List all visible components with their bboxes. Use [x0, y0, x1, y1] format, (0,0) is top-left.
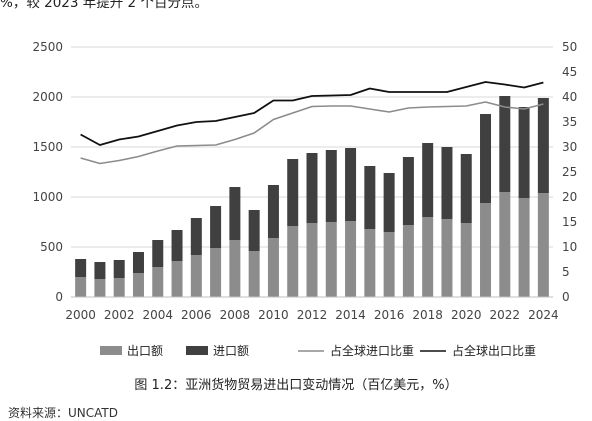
bar-import	[94, 262, 106, 279]
bar-import	[210, 206, 222, 248]
left-axis: 0 500 1000 1500 2000 2500	[32, 40, 63, 304]
bar-export	[190, 255, 202, 297]
y-right-tick-label: 25	[562, 165, 577, 179]
bar-import	[229, 187, 241, 240]
y-right-tick-label: 5	[562, 265, 570, 279]
x-tick-label: 2006	[181, 308, 212, 322]
bar-import	[441, 147, 453, 219]
bar-import	[499, 96, 511, 192]
bar-export	[383, 232, 395, 297]
bar-import	[132, 252, 144, 273]
x-tick-label: 2014	[335, 308, 366, 322]
x-tick-label: 2020	[451, 308, 482, 322]
x-tick-label: 2016	[374, 308, 405, 322]
bar-import	[460, 154, 472, 223]
bar-export	[518, 198, 530, 297]
bar-import	[345, 148, 357, 221]
y-right-tick-label: 15	[562, 215, 577, 229]
x-tick-label: 2000	[65, 308, 96, 322]
bar-export	[364, 229, 376, 297]
x-tick-label: 2004	[142, 308, 173, 322]
source-note: 资料来源：UNCATD	[8, 406, 118, 420]
intro-text: %，较 2023 年提升 2 个百分点。	[0, 0, 208, 11]
bar-import	[287, 159, 299, 226]
bar-export	[480, 203, 492, 297]
x-tick-label: 2010	[258, 308, 289, 322]
legend-import-label: 进口额	[213, 344, 249, 358]
y-right-tick-label: 50	[562, 40, 577, 54]
x-tick-label: 2022	[490, 308, 521, 322]
bar-import	[190, 218, 202, 255]
y-left-tick-label: 1000	[32, 190, 63, 204]
lines	[80, 81, 544, 165]
legend-export-share-label: 占全球出口比重	[452, 343, 536, 358]
bar-export	[460, 223, 472, 297]
bar-export	[229, 240, 241, 297]
bar-import	[267, 185, 279, 238]
y-right-tick-label: 30	[562, 140, 577, 154]
bar-import	[518, 107, 530, 198]
right-axis: 0 5 10 15 20 25 30 35 40 45 50	[562, 40, 577, 304]
x-tick-label: 2012	[297, 308, 328, 322]
legend: 出口额 进口额 占全球进口比重 占全球出口比重	[100, 343, 536, 358]
y-left-tick-label: 0	[55, 290, 63, 304]
line-export-share	[80, 81, 544, 146]
bar-export	[267, 238, 279, 297]
bar-export	[171, 261, 183, 297]
y-right-tick-label: 20	[562, 190, 577, 204]
bar-import	[537, 98, 549, 193]
y-right-tick-label: 35	[562, 115, 577, 129]
bar-export	[94, 279, 106, 297]
x-tick-label: 2018	[412, 308, 443, 322]
bar-export	[248, 251, 260, 297]
line-import-share	[80, 101, 544, 165]
x-tick-label: 2002	[104, 308, 135, 322]
y-left-tick-label: 2500	[32, 40, 63, 54]
x-tick-label: 2008	[220, 308, 251, 322]
bar-export	[287, 226, 299, 297]
bar-import	[422, 143, 434, 217]
bar-import	[383, 173, 395, 232]
bar-import	[75, 259, 87, 277]
y-right-tick-label: 0	[562, 290, 570, 304]
bar-export	[113, 278, 125, 297]
x-tick-label: 2024	[528, 308, 559, 322]
y-right-tick-label: 10	[562, 240, 577, 254]
bar-export	[422, 217, 434, 297]
bar-export	[152, 267, 164, 297]
bar-import	[306, 153, 318, 223]
bars	[75, 96, 549, 297]
bar-import	[248, 210, 260, 251]
legend-import-swatch	[186, 346, 208, 355]
bar-export	[402, 225, 414, 297]
bar-export	[210, 248, 222, 297]
bar-export	[441, 219, 453, 297]
bar-export	[306, 223, 318, 297]
y-left-tick-label: 2000	[32, 90, 63, 104]
legend-export-swatch	[100, 346, 122, 355]
y-left-tick-label: 500	[40, 240, 63, 254]
bar-import	[325, 150, 337, 222]
y-right-tick-label: 45	[562, 65, 577, 79]
bar-export	[75, 277, 87, 297]
bar-export	[132, 273, 144, 297]
bar-import	[113, 260, 125, 278]
bar-export	[325, 222, 337, 297]
bar-import	[171, 230, 183, 261]
legend-import-share-label: 占全球进口比重	[330, 343, 414, 358]
bar-import	[480, 114, 492, 203]
bar-export	[499, 192, 511, 297]
x-axis: 2000 2002 2004 2006 2008 2010 2012 2014 2016 2018…	[65, 296, 559, 322]
legend-export-label: 出口额	[127, 344, 163, 358]
bar-import	[402, 157, 414, 225]
bar-export	[537, 193, 549, 297]
bar-export	[345, 221, 357, 297]
figure-caption: 图 1.2：亚洲货物贸易进出口变动情况（百亿美元，%）	[134, 378, 458, 393]
y-right-tick-label: 40	[562, 90, 577, 104]
bar-import	[152, 240, 164, 267]
y-left-tick-label: 1500	[32, 140, 63, 154]
bar-import	[364, 166, 376, 229]
